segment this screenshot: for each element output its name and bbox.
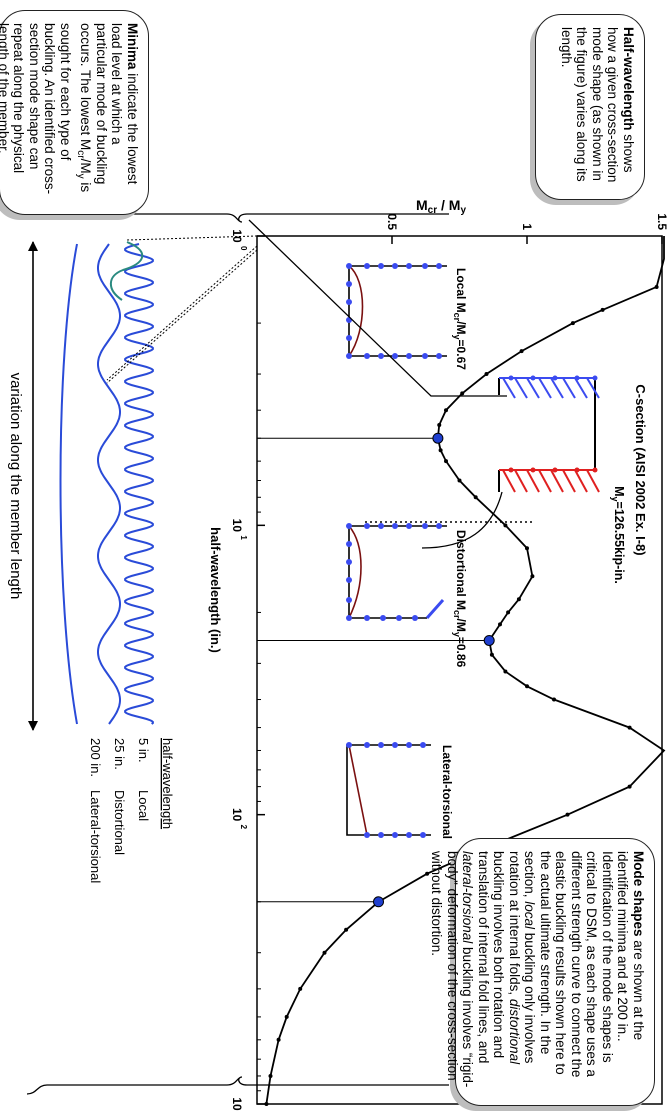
curve-point xyxy=(484,372,489,377)
curve-point xyxy=(600,307,605,312)
inset-row-1-length: 5 in. xyxy=(136,738,151,763)
curve-point xyxy=(276,1037,281,1042)
curve-point xyxy=(519,349,524,354)
curve-point xyxy=(444,408,448,413)
x-tick-exponent: 2 xyxy=(239,825,248,830)
inset-row-2-length: 25 in. xyxy=(112,738,127,770)
plot-frame xyxy=(256,235,663,1105)
minimum-marker xyxy=(373,896,384,908)
callout-mode-shapes: Mode shapes are shown at the identified … xyxy=(430,838,655,1106)
curve-point xyxy=(344,927,349,932)
wave-teal xyxy=(109,241,144,301)
inset-legend: half-wavelength 5 in. Local 25 in. Disto… xyxy=(88,738,175,883)
buckling-curve xyxy=(264,236,666,1106)
curve-point xyxy=(460,391,465,396)
curve-point xyxy=(525,546,529,551)
length-arrow-label: variation along the member length xyxy=(7,373,24,600)
section-distortional-mode: Distortional Mcr/My=0.86 xyxy=(346,523,468,668)
curve-point xyxy=(627,784,632,789)
curve-point xyxy=(438,448,443,453)
curve-point xyxy=(516,597,521,602)
curve-point xyxy=(322,950,327,955)
minima-guides xyxy=(257,437,490,903)
curve-point xyxy=(268,1073,273,1078)
callout-mode-heading: Mode shapes xyxy=(631,851,646,937)
curve-point xyxy=(264,1102,269,1106)
x-tick-label: 10 xyxy=(230,229,244,243)
y-tick-label: 1.5 xyxy=(655,213,667,230)
curve-point xyxy=(437,422,442,427)
y-tick-label: 0.5 xyxy=(385,213,399,230)
curve-point xyxy=(444,459,448,464)
inset-row-1-mode: Local xyxy=(136,790,151,821)
curve-point xyxy=(284,1014,289,1019)
inset-row-2-mode: Distortional xyxy=(112,790,127,855)
inset-heading: half-wavelength xyxy=(160,738,175,829)
curve-point xyxy=(506,610,511,615)
inset-row-3-mode: Lateral-torsional xyxy=(88,790,103,883)
curve-point xyxy=(503,523,508,528)
minima-leader xyxy=(248,219,507,397)
curve-point xyxy=(498,622,502,627)
curve-line xyxy=(265,236,666,1105)
x-tick-exponent: 1 xyxy=(239,535,248,540)
curve-point xyxy=(457,478,462,483)
chart-subtitle: My=126.55kip-in. xyxy=(610,486,626,584)
section-top-drawing xyxy=(421,375,600,549)
callout-minima: Minima indicate the lowest load level at… xyxy=(0,10,149,215)
x-tick-label: 10 xyxy=(230,519,244,533)
curve-point xyxy=(489,652,494,657)
wave-local xyxy=(124,243,154,725)
callout-minima-heading: Minima xyxy=(125,23,140,70)
x-tick-label: 10 xyxy=(230,1097,244,1111)
y-axis-label: Mcr / My xyxy=(416,197,466,216)
section-lateral-torsional-mode: Lateral-torsional xyxy=(346,742,454,839)
curve-point xyxy=(503,669,508,674)
curve-point xyxy=(298,986,303,991)
minimum-marker xyxy=(483,634,495,646)
brace-right xyxy=(26,1076,449,1095)
curve-point xyxy=(570,321,575,326)
x-axis-label: half-wavelength (in.) xyxy=(208,527,223,653)
curve-point xyxy=(473,495,478,500)
x-tick-label: 10 xyxy=(230,808,244,822)
chart-axes: 1001011021030.511.5 xyxy=(230,213,667,1111)
curve-point xyxy=(425,871,430,876)
local-mode-label: Local Mcr/My=0.67 xyxy=(452,268,468,370)
inset-row-3-length: 200 in. xyxy=(88,738,103,777)
distortional-mode-label: Distortional Mcr/My=0.86 xyxy=(452,530,468,668)
wave-distortional xyxy=(97,243,121,725)
callout-half-wavelength: Half-wavelength shows how a given cross-… xyxy=(535,14,645,200)
curve-point xyxy=(552,697,556,702)
curve-point xyxy=(565,812,570,817)
inset-waves xyxy=(59,235,258,725)
curve-point xyxy=(530,574,535,579)
curve-point xyxy=(525,684,529,689)
curve-point xyxy=(654,284,659,289)
curve-point xyxy=(627,725,632,730)
lateral-mode-label: Lateral-torsional xyxy=(440,745,454,839)
chart-title: C-section (AISI 2002 Ex. I-8) xyxy=(633,384,648,555)
callout-halfwave-heading: Half-wavelength xyxy=(621,27,636,131)
section-local-mode: Local Mcr/My=0.67 xyxy=(346,263,468,370)
wave-lateral-torsional xyxy=(59,243,78,725)
minimum-marker xyxy=(432,432,444,444)
y-tick-label: 1 xyxy=(520,223,534,230)
x-tick-exponent: 0 xyxy=(239,246,248,251)
